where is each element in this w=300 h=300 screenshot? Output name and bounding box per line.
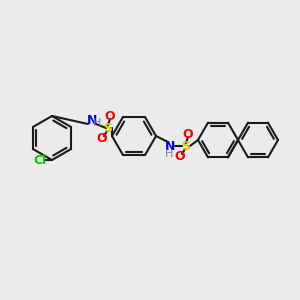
Text: O: O [183, 128, 193, 140]
Text: O: O [105, 110, 115, 122]
Text: N: N [165, 140, 175, 152]
Text: O: O [97, 133, 107, 146]
Text: H: H [165, 149, 173, 159]
Text: S: S [182, 140, 190, 152]
Text: O: O [175, 151, 185, 164]
Text: Cl: Cl [33, 154, 46, 166]
Text: S: S [103, 122, 112, 134]
Text: H: H [93, 118, 101, 128]
Text: N: N [87, 113, 97, 127]
